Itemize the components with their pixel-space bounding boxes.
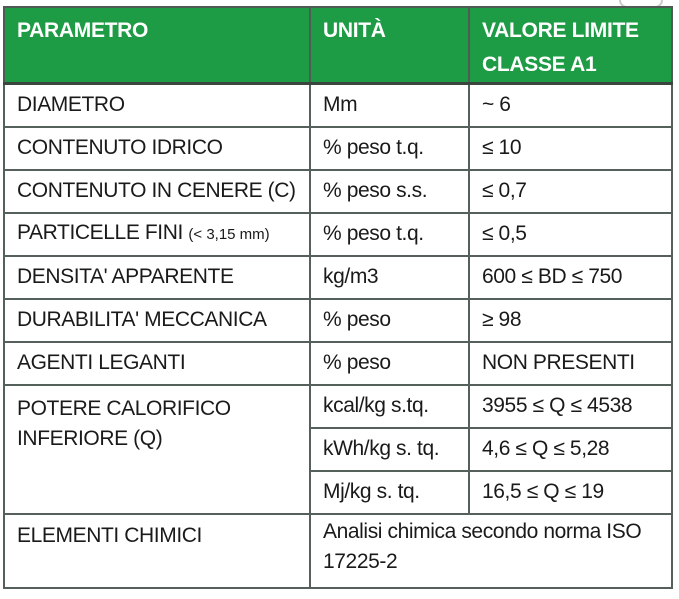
value-cell: ≤ 10 [468,125,673,171]
table-row: AGENTI LEGANTI % peso NON PRESENTI [3,340,673,386]
param-cell-calorific: POTERE CALORIFICO INFERIORE (Q) [3,383,311,515]
header-parametro: PARAMETRO [3,6,311,85]
value-cell: 3955 ≤ Q ≤ 4538 [468,383,673,429]
param-cell: PARTICELLE FINI (< 3,15 mm) [3,211,311,257]
table-row-calorific: Mj/kg s. tq. 16,5 ≤ Q ≤ 19 [4,469,673,515]
value-cell: 600 ≤ BD ≤ 750 [468,254,673,300]
value-cell: ≤ 0,5 [468,211,673,257]
param-cell: DURABILITA' MECCANICA [3,297,311,343]
table-row-calorific: POTERE CALORIFICO INFERIORE (Q) kcal/kg … [3,383,673,515]
value-cell: ≤ 0,7 [468,168,673,214]
value-cell: 4,6 ≤ Q ≤ 5,28 [468,426,673,472]
unit-cell: Mj/kg s. tq. [309,469,470,515]
param-cell: CONTENUTO IN CENERE (C) [3,168,311,214]
value-cell-chemical: Analisi chimica secondo norma ISO 17225-… [309,512,673,589]
header-valore-limite: VALORE LIMITE CLASSE A1 [468,6,673,85]
table-row: CONTENUTO IDRICO % peso t.q. ≤ 10 [3,125,673,171]
param-label: PARTICELLE FINI [17,221,183,244]
param-cell: CONTENUTO IDRICO [3,125,311,171]
param-note: (< 3,15 mm) [188,226,270,243]
unit-cell: % peso t.q. [309,211,470,257]
unit-cell: % peso s.s. [309,168,470,214]
unit-cell: kg/m3 [309,254,470,300]
value-cell: 16,5 ≤ Q ≤ 19 [468,469,673,515]
param-cell-chemical: ELEMENTI CHIMICI [3,512,311,589]
value-cell: NON PRESENTI [468,340,673,386]
pellet-specification-table: PARAMETRO UNITÀ VALORE LIMITE CLASSE A1 … [3,6,673,589]
pellet-specification-table-container: PARAMETRO UNITÀ VALORE LIMITE CLASSE A1 … [3,6,673,591]
unit-cell: % peso [309,340,470,386]
param-cell: AGENTI LEGANTI [3,340,311,386]
table-row-calorific: kWh/kg s. tq. 4,6 ≤ Q ≤ 5,28 [4,426,673,472]
param-cell: DIAMETRO [3,82,311,128]
header-row: PARAMETRO UNITÀ VALORE LIMITE CLASSE A1 [3,6,673,85]
value-cell: ~ 6 [468,82,673,128]
table-row: DIAMETRO Mm ~ 6 [3,82,673,128]
header-unita: UNITÀ [309,6,470,85]
param-cell: DENSITA' APPARENTE [3,254,311,300]
unit-cell: Mm [309,82,470,128]
table-row-chemical: ELEMENTI CHIMICI Analisi chimica secondo… [3,512,673,589]
unit-cell: % peso [309,297,470,343]
value-cell: ≥ 98 [468,297,673,343]
table-row: DENSITA' APPARENTE kg/m3 600 ≤ BD ≤ 750 [3,254,673,300]
table-row: PARTICELLE FINI (< 3,15 mm) % peso t.q. … [3,211,673,257]
unit-cell: % peso t.q. [309,125,470,171]
table-row: CONTENUTO IN CENERE (C) % peso s.s. ≤ 0,… [3,168,673,214]
unit-cell: kcal/kg s.tq. [309,383,470,429]
table-row: DURABILITA' MECCANICA % peso ≥ 98 [3,297,673,343]
unit-cell: kWh/kg s. tq. [309,426,470,472]
